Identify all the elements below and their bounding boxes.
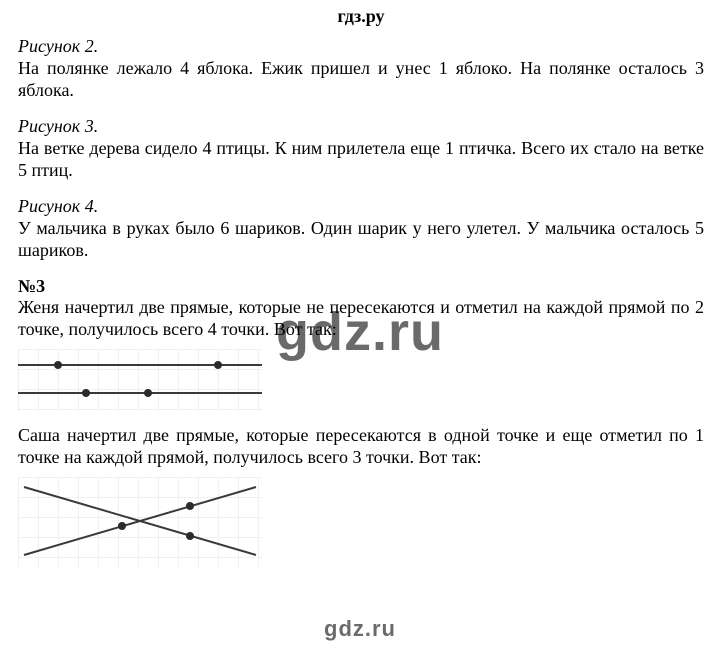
- watermark-small: gdz.ru: [324, 616, 396, 643]
- section-fig4: Рисунок 4. У мальчика в руках было 6 шар…: [18, 196, 704, 262]
- geo-point: [82, 389, 90, 397]
- task3-para1: Женя начертил две прямые, которые не пер…: [18, 297, 704, 341]
- brand-top: гдз.ру: [18, 6, 704, 28]
- section-body: На полянке лежало 4 яблока. Ежик пришел …: [18, 58, 704, 102]
- geo-point: [186, 532, 194, 540]
- geo-point: [54, 361, 62, 369]
- diagram-svg: [18, 349, 262, 411]
- section-body: У мальчика в руках было 6 шариков. Один …: [18, 218, 704, 262]
- section-body: На ветке дерева сидело 4 птицы. К ним пр…: [18, 138, 704, 182]
- geo-point: [118, 522, 126, 530]
- task3-para2: Саша начертил две прямые, которые пересе…: [18, 425, 704, 469]
- section-fig3: Рисунок 3. На ветке дерева сидело 4 птиц…: [18, 116, 704, 182]
- section-fig2: Рисунок 2. На полянке лежало 4 яблока. Е…: [18, 36, 704, 102]
- task-number: №3: [18, 276, 704, 298]
- diagram-parallel-lines: [18, 349, 262, 411]
- page-content: гдз.ру Рисунок 2. На полянке лежало 4 яб…: [0, 0, 720, 567]
- section-title: Рисунок 4.: [18, 196, 704, 218]
- section-title: Рисунок 2.: [18, 36, 704, 58]
- geo-point: [144, 389, 152, 397]
- geo-point: [214, 361, 222, 369]
- diagram-crossing-lines: [18, 477, 262, 567]
- geo-point: [186, 502, 194, 510]
- diagram-svg: [18, 477, 262, 567]
- section-title: Рисунок 3.: [18, 116, 704, 138]
